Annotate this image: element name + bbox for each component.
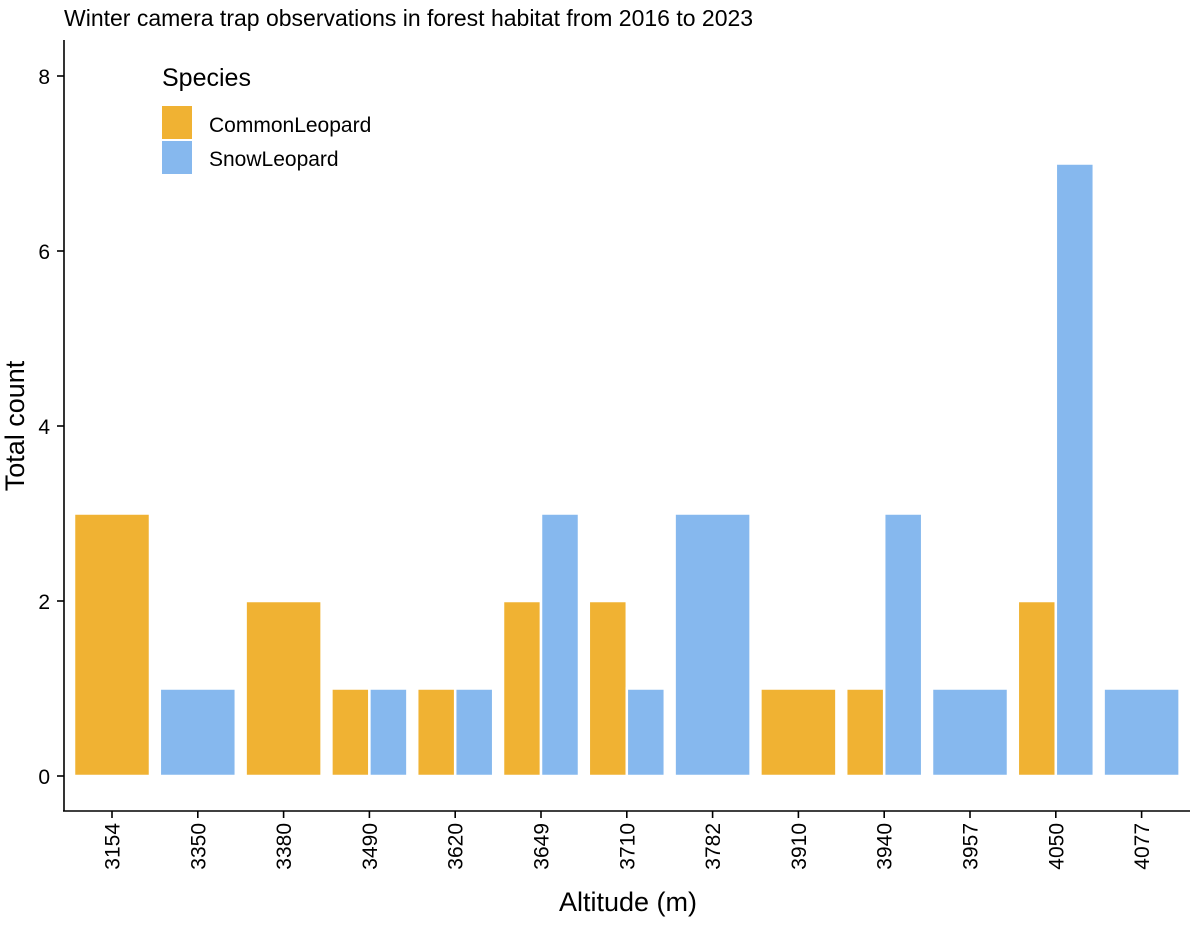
x-tick-label: 3910 xyxy=(788,823,811,870)
y-tick-label: 4 xyxy=(38,416,50,439)
x-tick-label: 3620 xyxy=(445,823,468,870)
bar-snow-leopard-4050 xyxy=(1054,162,1096,778)
bar-common-leopard-3649 xyxy=(501,599,543,778)
x-ticks-layer: 3154 3350 3380 3490 3620 3649 3710 3782 3910 3940… xyxy=(102,811,1154,870)
x-tick-label: 3710 xyxy=(616,823,639,870)
bar-snow-leopard-3940 xyxy=(882,512,924,778)
x-tick-label: 3957 xyxy=(960,823,983,870)
bar-common-leopard-3910 xyxy=(759,687,838,778)
x-tick-label: 3782 xyxy=(702,823,725,870)
bar-snow-leopard-3710 xyxy=(625,687,667,778)
legend: Species CommonLeopard SnowLeopard xyxy=(162,64,371,174)
bars-layer xyxy=(72,162,1181,778)
legend-swatch-common-leopard xyxy=(162,106,192,139)
legend-title: Species xyxy=(162,64,251,92)
y-tick-label: 0 xyxy=(38,766,50,789)
legend-label-common-leopard: CommonLeopard xyxy=(209,114,371,137)
bar-common-leopard-3620 xyxy=(415,687,457,778)
x-axis-title: Altitude (m) xyxy=(559,887,697,917)
y-axis-title: Total count xyxy=(0,360,30,491)
x-tick-label: 4077 xyxy=(1131,823,1154,870)
bar-snow-leopard-3782 xyxy=(673,512,752,778)
x-tick-label: 3490 xyxy=(359,823,382,870)
y-tick-label: 8 xyxy=(38,66,50,89)
bar-snow-leopard-3649 xyxy=(539,512,581,778)
bar-common-leopard-3154 xyxy=(72,512,152,778)
bar-snow-leopard-3490 xyxy=(368,687,409,778)
x-tick-label: 3154 xyxy=(102,823,125,870)
y-ticks-layer: 0 2 4 6 8 xyxy=(38,66,64,789)
bar-common-leopard-3380 xyxy=(244,599,323,778)
bar-common-leopard-3710 xyxy=(587,599,629,778)
x-tick-label: 4050 xyxy=(1045,823,1068,870)
bar-snow-leopard-3957 xyxy=(930,687,1010,778)
x-tick-label: 3380 xyxy=(273,823,296,870)
y-tick-label: 2 xyxy=(38,591,50,614)
y-tick-label: 6 xyxy=(38,241,50,264)
bar-common-leopard-3490 xyxy=(330,687,371,778)
bar-snow-leopard-4077 xyxy=(1102,687,1181,778)
bar-common-leopard-3940 xyxy=(844,687,886,778)
x-tick-label: 3649 xyxy=(531,823,554,870)
bar-snow-leopard-3350 xyxy=(158,687,238,778)
chart-title: Winter camera trap observations in fores… xyxy=(64,5,753,31)
bar-common-leopard-4050 xyxy=(1016,599,1058,778)
legend-swatch-snow-leopard xyxy=(162,141,192,174)
bar-snow-leopard-3620 xyxy=(453,687,495,778)
legend-label-snow-leopard: SnowLeopard xyxy=(209,148,339,171)
x-tick-label: 3940 xyxy=(874,823,897,870)
x-tick-label: 3350 xyxy=(187,823,210,870)
